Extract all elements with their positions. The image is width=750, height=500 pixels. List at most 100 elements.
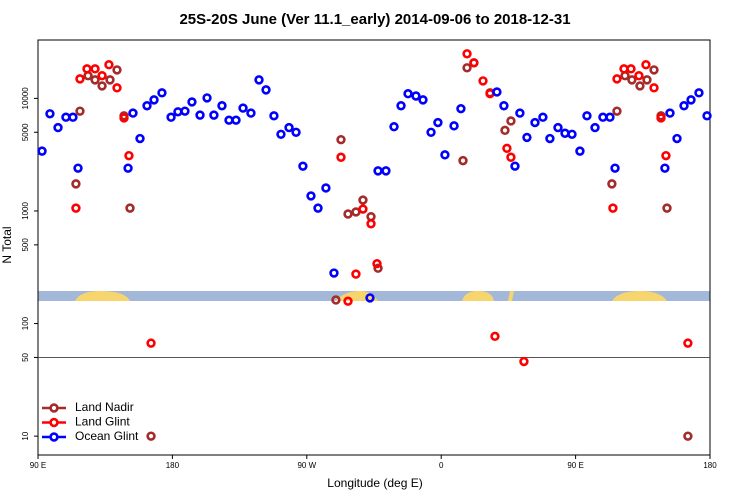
data-point [276, 129, 286, 139]
data-point [306, 191, 316, 201]
data-point [641, 60, 651, 70]
data-point [366, 211, 376, 222]
data-point [642, 75, 652, 85]
data-point [440, 150, 450, 160]
data-point [433, 117, 443, 128]
data-point [608, 203, 618, 213]
data-point [112, 83, 122, 93]
data-point [500, 125, 510, 136]
data-point [492, 87, 502, 97]
data-point [187, 97, 197, 107]
data-point [97, 71, 107, 81]
y-tick-label: 1000 [21, 202, 30, 220]
x-tick-label: 180 [166, 461, 180, 470]
data-point [90, 64, 100, 74]
legend-label: Land Glint [75, 415, 130, 429]
plot-frame [37, 39, 711, 456]
data-point [515, 108, 525, 118]
data-point [458, 155, 468, 166]
data-point [679, 101, 689, 111]
data-point [506, 152, 516, 162]
data-point [462, 63, 472, 73]
data-point [321, 183, 331, 193]
y-tick-label: 5000 [21, 123, 30, 141]
data-point [612, 106, 622, 116]
data-point [418, 95, 428, 105]
data-point [73, 163, 83, 173]
legend-label: Ocean Glint [75, 429, 139, 443]
data-point [125, 203, 135, 213]
data-point [502, 143, 512, 154]
data-point [567, 129, 577, 139]
data-point [605, 112, 615, 122]
data-point [217, 101, 227, 111]
data-point [478, 76, 488, 86]
data-point [53, 122, 63, 133]
data-point [649, 65, 659, 75]
data-point [202, 93, 212, 103]
data-point [358, 195, 368, 205]
data-point [610, 163, 620, 173]
data-point [661, 150, 671, 161]
data-point [660, 163, 670, 173]
data-point [672, 133, 682, 144]
data-point [656, 113, 666, 123]
data-point [635, 81, 645, 91]
data-point [180, 106, 190, 116]
data-point [90, 75, 100, 85]
data-point [506, 116, 516, 126]
data-point [238, 103, 248, 113]
land-patch [75, 291, 130, 301]
data-point [634, 71, 644, 81]
data-point [694, 88, 704, 98]
data-point [365, 293, 375, 303]
data-point [490, 331, 500, 342]
data-point [372, 259, 382, 269]
data-point [157, 88, 167, 98]
data-point [166, 112, 176, 122]
data-point [269, 111, 279, 121]
data-point [575, 146, 585, 156]
data-point [403, 89, 413, 99]
data-point [607, 179, 617, 189]
x-axis-label: Longitude (deg E) [327, 476, 422, 490]
legend-marker [49, 403, 59, 413]
data-point [582, 111, 592, 121]
data-point [396, 101, 406, 111]
data-point [530, 117, 540, 128]
data-point [626, 64, 636, 74]
chart-title: 25S-20S June (Ver 11.1_early) 2014-09-06… [179, 11, 570, 28]
data-point [149, 95, 159, 105]
data-point [662, 203, 672, 213]
data-point [119, 113, 129, 123]
data-point [97, 81, 107, 91]
data-point [128, 108, 138, 118]
data-point [336, 134, 346, 145]
data-point [519, 356, 529, 367]
data-point [124, 150, 134, 161]
data-point [560, 128, 570, 138]
data-point [75, 106, 85, 116]
x-tick-label: 90 E [30, 461, 46, 470]
data-point [411, 91, 421, 101]
data-point [209, 110, 219, 120]
data-point [284, 122, 294, 133]
data-point [291, 127, 301, 137]
data-point [336, 152, 346, 162]
data-point [343, 209, 353, 219]
data-point [68, 112, 78, 122]
x-tick-label: 180 [703, 461, 717, 470]
legend-marker [49, 432, 59, 442]
data-point [612, 74, 622, 84]
data-point [449, 121, 459, 131]
y-tick-label: 10 [21, 431, 30, 440]
data-point [71, 203, 81, 213]
data-point [702, 111, 712, 121]
data-point [142, 101, 152, 111]
x-tick-label: 0 [439, 461, 444, 470]
data-point [683, 338, 693, 348]
x-tick-label: 90 W [297, 461, 316, 470]
data-point [146, 338, 156, 348]
y-tick-label: 10000 [21, 87, 30, 110]
